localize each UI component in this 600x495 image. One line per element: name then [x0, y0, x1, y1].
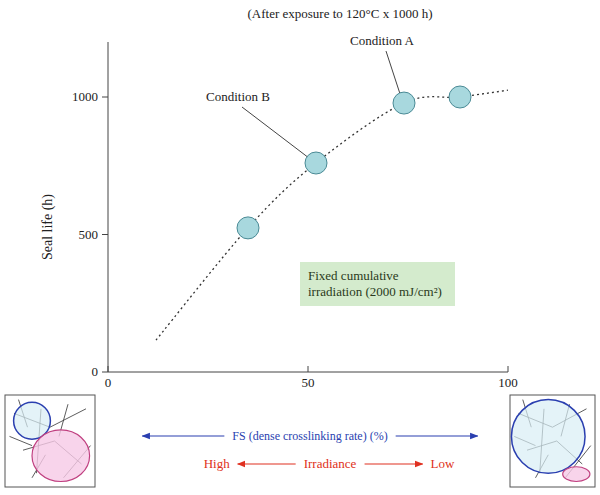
y-tick: [102, 234, 108, 235]
y-axis-title: Seal life (h): [40, 194, 56, 260]
x-tick: [508, 366, 509, 372]
y-tick-label: 500: [79, 227, 99, 242]
irradiance-high: High: [204, 456, 231, 471]
data-point: [449, 86, 471, 108]
data-point: [393, 92, 415, 114]
irradiance-low: Low: [431, 456, 455, 471]
x-tick-label: 100: [498, 375, 518, 390]
plot-area: [156, 86, 508, 340]
chart: (After exposure to 120°C x 1000 h)050010…: [0, 0, 600, 495]
arrow: [365, 463, 423, 464]
dense-region: [511, 400, 585, 474]
annotation: Condition A: [350, 33, 415, 48]
data-point: [305, 152, 327, 174]
sparse-region: [563, 467, 590, 482]
network-frame: [510, 395, 595, 487]
y-tick-label: 1000: [72, 89, 98, 104]
note-background: [300, 262, 455, 306]
x-tick-label: 0: [105, 375, 112, 390]
data-point: [237, 217, 259, 239]
note-line: Fixed cumulative: [308, 268, 399, 283]
x-tick: [308, 366, 309, 372]
y-tick: [102, 97, 108, 98]
annotation: Condition B: [206, 89, 270, 104]
annotation-leader: [242, 107, 307, 157]
y-axis: [108, 42, 109, 372]
x-tick: [108, 366, 109, 372]
note-box: Fixed cumulativeirradiation (2000 mJ/cm²…: [300, 262, 455, 306]
arrow: [142, 435, 224, 436]
network-frame: [5, 395, 95, 487]
network-line: [50, 409, 86, 427]
arrow: [238, 463, 296, 464]
sparse-region: [32, 430, 90, 482]
network-illustration: [5, 395, 95, 487]
note-line: irradiation (2000 mJ/cm²): [308, 284, 442, 299]
y-tick-label: 0: [92, 364, 99, 379]
title: (After exposure to 120°C x 1000 h): [248, 6, 433, 21]
y-tick: [102, 372, 108, 373]
arrow: [396, 435, 478, 436]
note-text: Fixed cumulativeirradiation (2000 mJ/cm²…: [308, 268, 442, 299]
x-axis-title: FS (dense crosslinking rate) (%): [232, 429, 387, 443]
irradiance-title: Irradiance: [304, 456, 357, 471]
x-tick-label: 50: [302, 375, 315, 390]
annotation-leader: [386, 51, 400, 93]
network-illustration: [510, 395, 595, 487]
trend-line: [156, 90, 508, 340]
